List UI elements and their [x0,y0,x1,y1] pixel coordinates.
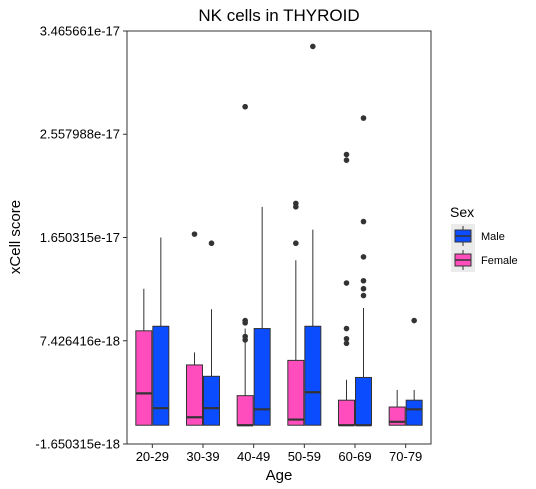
x-tick-label: 50-59 [288,449,321,464]
outlier-point [360,115,367,121]
outlier-point [411,317,417,324]
x-tick-label: 70-79 [389,449,422,464]
box-male-20-29 [152,237,170,426]
box-male [355,376,372,426]
chart-title: NK cells in THYROID [198,6,359,25]
x-axis-title: Age [266,467,293,484]
outlier-point [293,240,299,247]
outlier-point [343,335,350,342]
outlier-point [343,325,350,332]
box-female [186,364,203,426]
box-male-60-69 [355,115,372,427]
box-female [388,406,406,426]
y-axis: -1.650315e-18 7.426416e-18 1.650315e-17 2.5… [35,24,127,452]
outlier-point [242,103,248,110]
box-female [287,359,305,426]
box-male [405,399,423,426]
box-male [253,328,271,426]
x-tick-label: 20-29 [136,449,169,464]
x-tick-label: 40-49 [237,449,270,464]
outlier-point [360,285,367,292]
y-tick-label: 7.426416e-18 [40,333,120,348]
outlier-point [191,231,198,237]
plot-panel [126,30,432,445]
outlier-point [310,43,316,50]
y-tick-label: 3.465661e-17 [40,24,120,39]
outlier-point [343,157,350,163]
box-male-50-59 [304,43,322,426]
outlier-point [343,151,350,158]
x-axis: 20-29 30-39 40-49 50-59 60-69 70-79 [136,444,422,464]
box-female-70-79 [388,389,406,426]
legend-entry-female: Female [451,248,518,272]
box-female-30-39 [186,231,203,426]
y-tick-label: -1.650315e-18 [35,437,120,452]
outlier-point [343,340,350,347]
outlier-point [360,218,367,225]
outlier-point [360,277,367,284]
y-tick-label: 1.650315e-17 [40,230,120,245]
box-male [304,325,322,426]
box-female-20-29 [135,288,153,426]
outlier-point [293,204,299,210]
box-female [135,330,153,426]
outlier-point [242,320,248,326]
box-male [152,325,170,426]
legend: Sex Male Female [450,204,518,272]
box-layer [135,43,423,427]
legend-title: Sex [450,204,474,220]
x-tick-label: 60-69 [338,449,371,464]
box-male-70-79 [405,317,423,426]
box-male-30-39 [203,240,220,426]
box-female [338,399,355,426]
x-tick-label: 30-39 [186,449,219,464]
legend-label-male: Male [481,231,505,243]
outlier-point [360,292,367,299]
outlier-point [242,337,248,343]
box-female [236,395,254,426]
box-male [203,375,220,426]
box-female-50-59 [287,200,305,426]
box-female-60-69 [338,151,355,427]
y-axis-title: xCell score [7,200,24,274]
outlier-point [208,240,215,247]
outlier-point [360,254,367,260]
box-male-40-49 [253,206,271,426]
box-female-40-49 [236,103,254,427]
y-tick-label: 2.557988e-17 [40,127,120,142]
outlier-point [343,280,350,286]
legend-entry-male: Male [451,224,505,248]
legend-label-female: Female [481,255,518,267]
